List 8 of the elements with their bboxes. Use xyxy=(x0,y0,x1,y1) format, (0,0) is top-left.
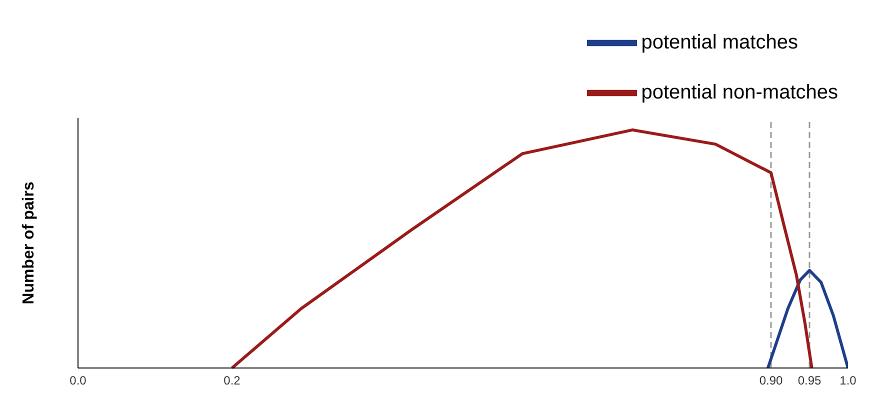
x-tick-label: 0.90 xyxy=(759,374,783,388)
legend-label: potential matches xyxy=(641,31,798,54)
x-tick-label: 1.0 xyxy=(840,374,857,388)
x-tick-label: 0.95 xyxy=(798,374,822,388)
x-tick-label: 0.2 xyxy=(224,374,241,388)
legend-label: potential non-matches xyxy=(641,81,838,104)
x-tick-label: 0.0 xyxy=(70,374,87,388)
y-axis-title: Number of pairs xyxy=(20,182,38,304)
